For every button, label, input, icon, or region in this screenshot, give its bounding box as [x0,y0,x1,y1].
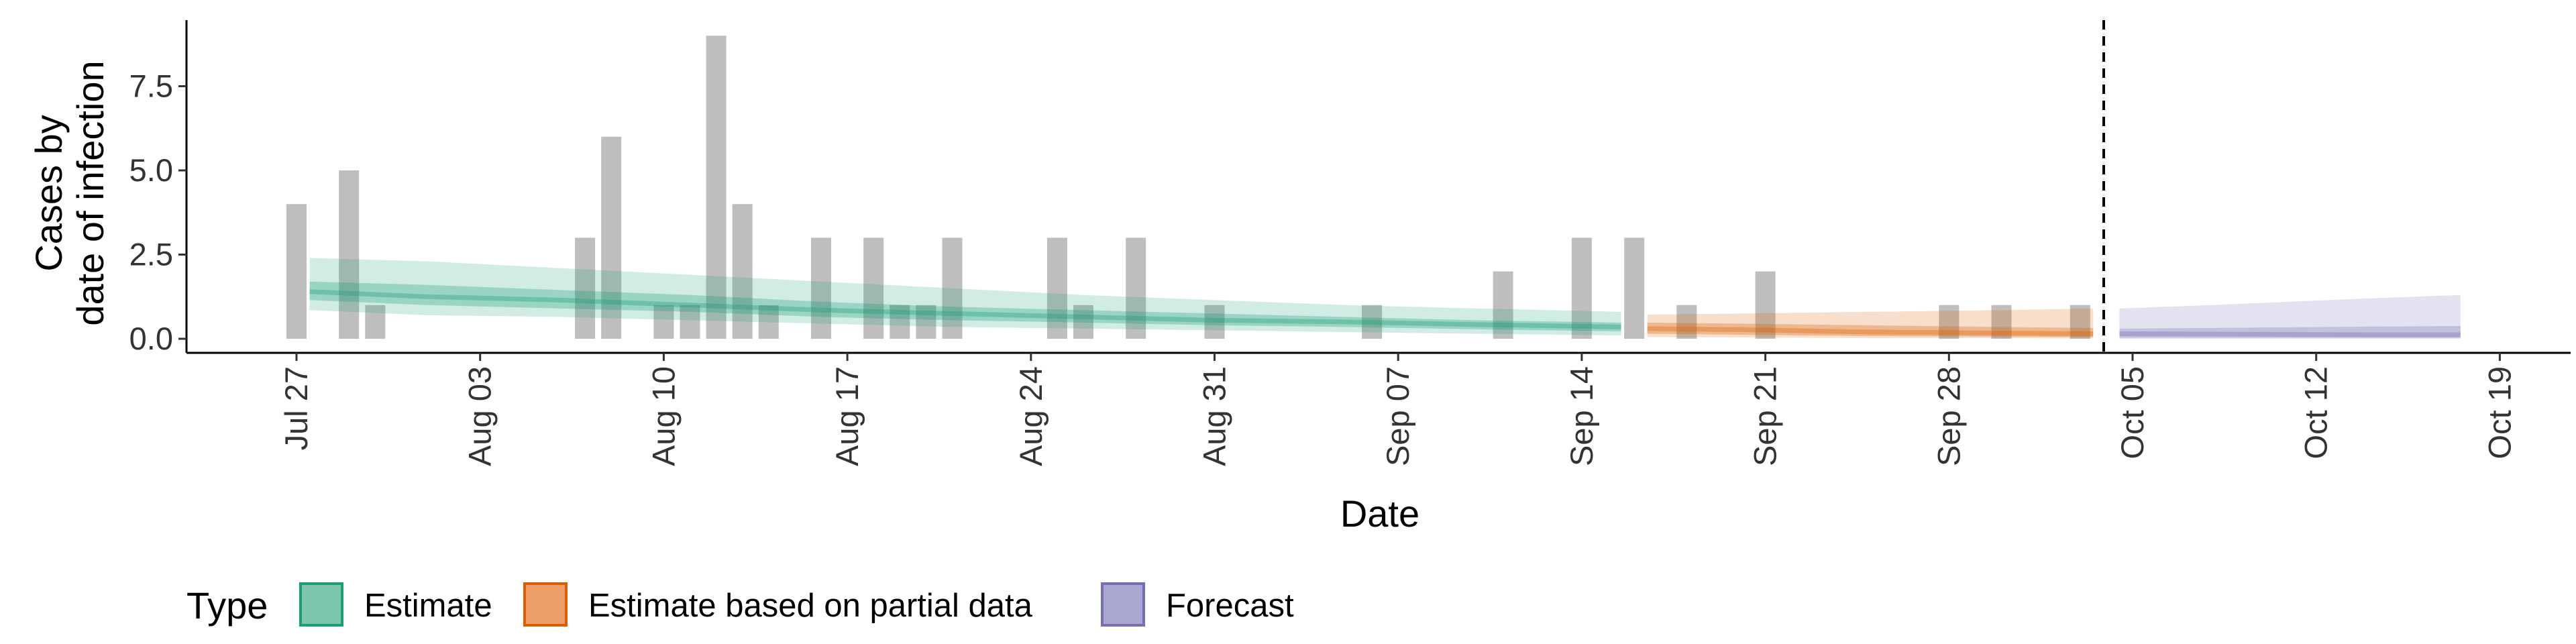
x-tick-label: Aug 10 [645,366,681,466]
legend-label: Forecast [1166,588,1294,624]
legend-swatch [1101,582,1145,627]
x-axis-title: Date [1340,492,1419,535]
case-bar [1204,305,1225,339]
case-bars [286,36,2090,339]
case-bar [1126,237,1146,339]
x-tick-label: Aug 24 [1013,366,1049,466]
x-tick-label: Sep 21 [1748,366,1783,466]
legend-swatch [523,582,568,627]
ribbon-50 [1647,322,2094,337]
case-bar [339,170,360,339]
legend-swatch [299,582,343,627]
case-bar [1073,305,1093,339]
x-tick-label: Oct 12 [2298,366,2334,459]
y-tick-label: 2.5 [129,237,173,272]
y-tick-label: 5.0 [129,152,173,188]
x-tick-label: Jul 27 [278,366,314,450]
legend-title: Type [186,584,268,627]
case-bar [575,237,596,339]
case-bar [942,237,963,339]
x-tick-label: Oct 05 [2114,366,2150,459]
y-tick-label: 0.0 [129,321,173,356]
median-line [2119,331,2461,337]
estimate-ribbons [309,258,2461,339]
legend: Type Estimate Estimate based on partial da… [186,582,1294,627]
case-bar [916,305,936,339]
case-bar [286,204,307,339]
x-tick-label: Sep 07 [1380,366,1415,466]
legend-label: Estimate [364,588,492,624]
case-bar [1624,237,1645,339]
axes: 0.0 2.5 5.0 7.5 Jul 27 Aug 03 Aug 10 Aug 17 Aug … [28,20,2571,535]
case-bar [863,237,884,339]
x-tick-label: Aug 31 [1197,366,1232,466]
y-tick-label: 7.5 [129,68,173,104]
y-axis-title: Cases bydate of infection [28,60,111,325]
case-bar [1046,237,1067,339]
case-bar [758,305,779,339]
x-tick-label: Sep 14 [1564,366,1599,466]
ribbon-90 [1647,308,2094,339]
case-bar [1939,305,1960,339]
legend-label: Estimate based on partial data [588,588,1033,624]
x-tick-label: Oct 19 [2481,366,2517,459]
x-tick-label: Sep 28 [1931,366,1966,466]
case-bar [1493,271,1513,339]
case-bar [2070,305,2090,339]
case-bar [1755,271,1776,339]
ribbon-50 [309,281,1621,331]
case-bar [680,305,700,339]
case-bar [732,204,753,339]
case-bar [653,305,674,339]
x-tick-label: Aug 03 [462,366,498,466]
ribbon-50 [2119,325,2461,338]
case-bar [1362,305,1383,339]
x-tick-label: Aug 17 [829,366,865,466]
case-bar [365,305,386,339]
case-bar [890,305,910,339]
y-axis-title-line: Cases by [28,115,70,271]
case-bar [811,237,831,339]
case-bar [1991,305,2012,339]
ribbon-90 [309,258,1621,335]
case-bar [706,36,727,339]
case-bar [1571,237,1592,339]
case-bar [1676,305,1697,339]
case-bar [601,136,622,339]
median-line [309,289,1621,329]
y-axis-title-line: date of infection [69,60,111,325]
ribbon-90 [2119,294,2461,339]
median-line [1647,326,2094,336]
